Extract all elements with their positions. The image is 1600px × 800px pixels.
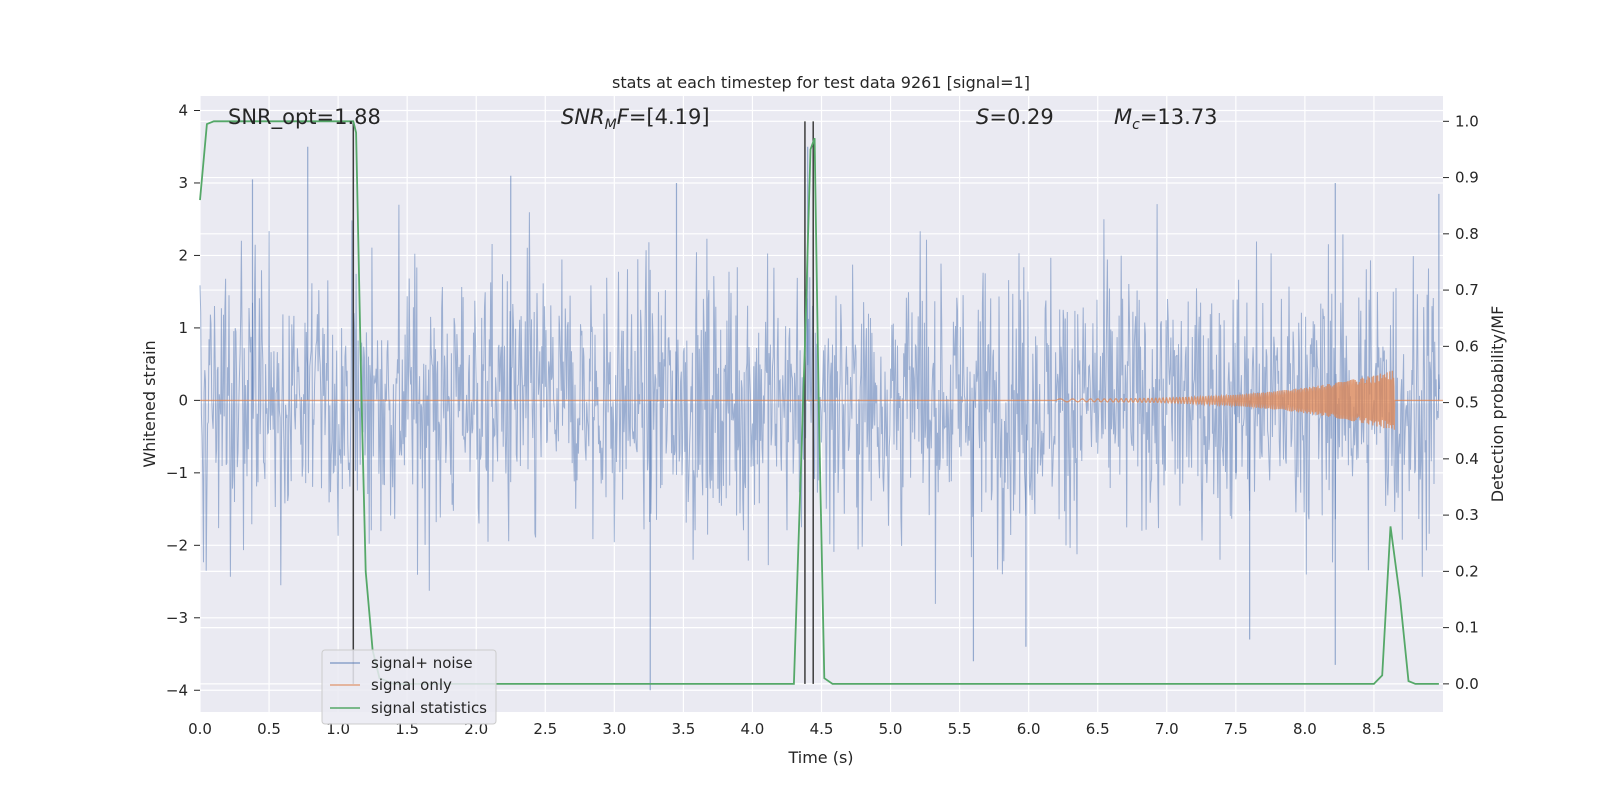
y-tick-label-left: 1: [178, 319, 188, 337]
vertical-markers: [352, 121, 814, 684]
annotation-mc: Mc=13.73: [1114, 105, 1218, 133]
x-tick-label: 6.5: [1086, 720, 1110, 738]
y-tick-label-left: 4: [178, 101, 188, 119]
y-tick-label-left: 0: [178, 391, 188, 409]
x-tick-label: 7.5: [1224, 720, 1248, 738]
x-tick-label: 2.5: [533, 720, 557, 738]
y-tick-label-right: 0.5: [1455, 394, 1479, 412]
x-tick-label: 8.0: [1293, 720, 1317, 738]
y-tick-label-right: 0.0: [1455, 675, 1479, 693]
annotation-mc-sub: c: [1132, 117, 1140, 133]
legend: signal+ noise signal only signal statist…: [321, 649, 497, 725]
statistics-line: [199, 120, 1439, 685]
y-tick-label-right: 1.0: [1455, 112, 1479, 130]
y-tick-label-right: 0.9: [1455, 169, 1479, 187]
y-tick-label-left: −1: [166, 464, 188, 482]
x-tick-label: 3.5: [671, 720, 695, 738]
x-axis-label: Time (s): [787, 748, 853, 767]
x-tick-label: 5.5: [948, 720, 972, 738]
y-tick-label-right: 0.8: [1455, 225, 1479, 243]
x-tick-label: 0.0: [188, 720, 212, 738]
x-tick-label: 3.0: [602, 720, 626, 738]
legend-label-signal-statistics: signal statistics: [371, 699, 487, 717]
y-tick-label-right: 0.4: [1455, 450, 1479, 468]
y-tick-label-right: 0.2: [1455, 562, 1479, 580]
annotation-snr-mf: SNRMF=[4.19]: [561, 105, 710, 133]
x-tick-label: 0.5: [257, 720, 281, 738]
y-tick-label-left: 3: [178, 174, 188, 192]
annotation-snr-mf-main: SNR: [561, 105, 605, 129]
chart-title: stats at each timestep for test data 926…: [612, 73, 1030, 92]
annotation-snr-mf-tail: F: [617, 105, 630, 129]
y-tick-label-right: 0.1: [1455, 619, 1479, 637]
signal-trace: [200, 370, 1443, 430]
x-tick-label: 8.5: [1362, 720, 1386, 738]
annotation-mc-value: =13.73: [1140, 105, 1218, 129]
y-tick-label-left: 2: [178, 246, 188, 264]
annotation-snr-opt: SNR_opt=1.88: [228, 105, 381, 130]
x-tick-label: 4.5: [810, 720, 834, 738]
x-tick-label: 4.0: [741, 720, 765, 738]
signal-only-series: [200, 370, 1443, 430]
annotation-snr-mf-value: =[4.19]: [629, 105, 710, 129]
annotation-s-main: S: [976, 105, 989, 129]
x-tick-label: 7.0: [1155, 720, 1179, 738]
noise-trace: [199, 204, 1440, 604]
y-axis-label-left: Whitened strain: [140, 340, 159, 467]
y-tick-label-right: 0.3: [1455, 506, 1479, 524]
y-tick-label-left: −2: [166, 536, 188, 554]
x-tick-label: 5.0: [879, 720, 903, 738]
annotation-mc-main: M: [1114, 105, 1132, 129]
legend-label-signal-noise: signal+ noise: [371, 654, 473, 672]
y-tick-label-left: −3: [166, 609, 188, 627]
signal-statistics-series: [199, 120, 1439, 685]
legend-label-signal-only: signal only: [371, 676, 452, 694]
x-tick-label: 6.0: [1017, 720, 1041, 738]
annotation-snr-mf-sub: M: [605, 117, 617, 133]
y-tick-label-right: 0.6: [1455, 337, 1479, 355]
y-tick-label-left: −4: [166, 681, 188, 699]
annotation-s: S=0.29: [976, 105, 1054, 129]
legend-box: [321, 649, 497, 725]
y-tick-label-right: 0.7: [1455, 281, 1479, 299]
y-axis-label-right: Detection probability/MF: [1488, 306, 1507, 503]
annotation-s-value: =0.29: [989, 105, 1053, 129]
